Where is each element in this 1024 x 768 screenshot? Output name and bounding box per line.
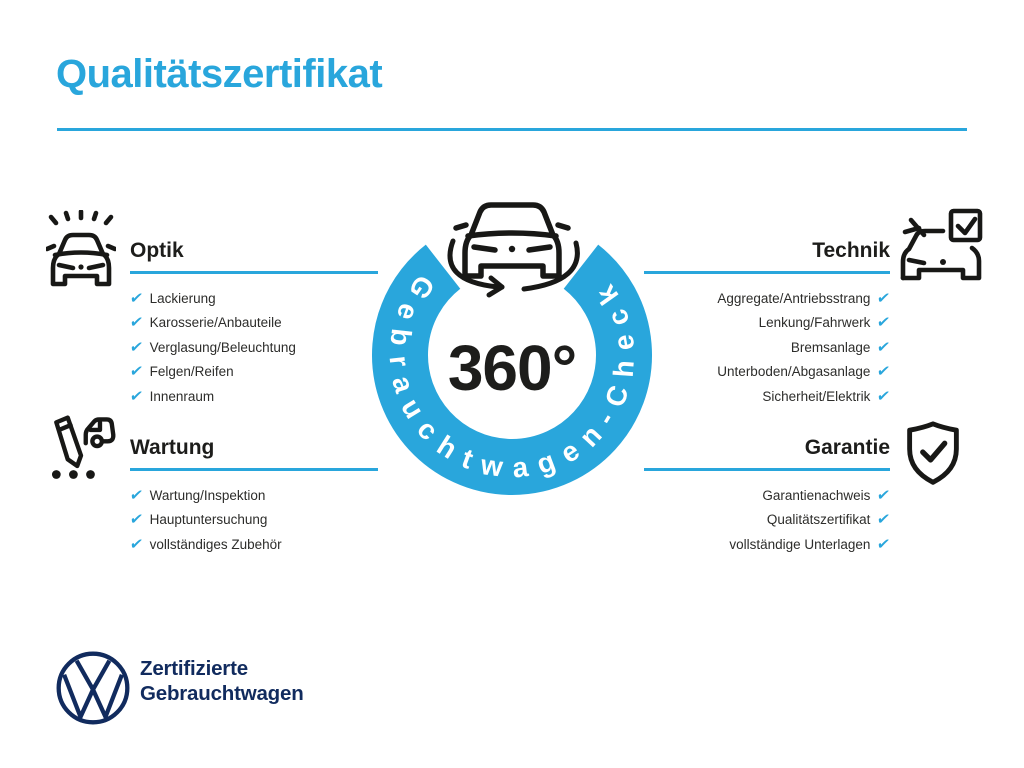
check-icon: ✔ [875, 511, 892, 529]
check-item-label: Bremsanlage [790, 339, 871, 355]
service-record-icon [51, 415, 116, 479]
check-icon: ✔ [128, 511, 145, 529]
section-technik: Technik ✔ Aggregate/Antriebsstrang ✔ Lenkun… [644, 238, 892, 409]
check-icon: ✔ [875, 535, 892, 553]
check-item: ✔ Hauptuntersuchung [128, 508, 378, 533]
badge-ring [372, 244, 652, 495]
section-title-optik: Optik [130, 239, 184, 262]
checklist-garantie: ✔ Garantienachweis ✔ Qualitätszertifikat ✔ vo… [644, 483, 892, 557]
checklist-technik: ✔ Aggregate/Antriebsstrang ✔ Lenkung/Fahrwe… [644, 286, 892, 409]
check-item-label: Wartung/Inspektion [149, 487, 266, 503]
section-title-wartung: Wartung [130, 436, 215, 459]
check-item: ✔ Unterboden/Abgasanlage [644, 360, 892, 385]
car-checkbox-icon [900, 208, 983, 281]
shield-check-icon [907, 421, 959, 485]
check-item: ✔ Innenraum [128, 384, 378, 409]
check-icon: ✔ [128, 338, 145, 356]
check-item-label: Hauptuntersuchung [149, 512, 268, 528]
check-icon: ✔ [875, 289, 892, 307]
section-title-technik: Technik [812, 239, 890, 262]
section-rule [130, 271, 378, 274]
check-item: ✔ Garantienachweis [644, 483, 892, 508]
check-item-label: Garantienachweis [762, 487, 871, 503]
badge-value: 360° [448, 332, 576, 404]
checklist-wartung: ✔ Wartung/Inspektion ✔ Hauptuntersuchung ✔ vo… [128, 483, 378, 557]
check-icon: ✔ [128, 314, 145, 332]
360-check-badge: Gebrauchtwagen-Check 360° [372, 202, 652, 495]
check-item-label: Lenkung/Fahrwerk [758, 315, 871, 331]
check-item: ✔ Karosserie/Anbauteile [128, 311, 378, 336]
rotating-car-icon [447, 202, 580, 298]
section-garantie: Garantie ✔ Garantienachweis ✔ Qualitätszert… [644, 435, 892, 557]
section-rule [644, 468, 890, 471]
check-item-label: Unterboden/Abgasanlage [717, 364, 871, 380]
check-item: ✔ Wartung/Inspektion [128, 483, 378, 508]
page-title: Qualitätszertifikat [56, 52, 383, 96]
check-item-label: Sicherheit/Elektrik [762, 388, 871, 404]
check-icon: ✔ [875, 314, 892, 332]
check-item: ✔ vollständiges Zubehör [128, 532, 378, 557]
check-icon: ✔ [128, 289, 145, 307]
footer-claim-line2: Gebrauchtwagen [140, 681, 304, 705]
check-icon: ✔ [128, 387, 145, 405]
check-item: ✔ Sicherheit/Elektrik [644, 384, 892, 409]
shiny-car-icon [46, 210, 116, 287]
check-item: ✔ Lenkung/Fahrwerk [644, 311, 892, 336]
check-item-label: Verglasung/Beleuchtung [149, 339, 296, 355]
check-icon: ✔ [875, 387, 892, 405]
footer-claim-line1: Zertifizierte [140, 657, 248, 680]
check-item: ✔ Qualitätszertifikat [644, 508, 892, 533]
check-icon: ✔ [875, 486, 892, 504]
check-item: ✔ Felgen/Reifen [128, 360, 378, 385]
check-item-label: Lackierung [149, 290, 216, 306]
check-item-label: vollständiges Zubehör [149, 536, 282, 552]
check-icon: ✔ [875, 363, 892, 381]
check-item-label: Aggregate/Antriebsstrang [717, 290, 871, 306]
section-wartung: Wartung ✔ Wartung/Inspektion ✔ Hauptuntersu… [128, 435, 378, 557]
check-item: ✔ Bremsanlage [644, 335, 892, 360]
check-icon: ✔ [128, 535, 145, 553]
section-rule [130, 468, 378, 471]
check-item-label: Innenraum [149, 388, 215, 404]
section-optik: Optik ✔ Lackierung ✔ Karosserie/Anbauteile ✔… [128, 238, 378, 409]
vw-logo [56, 651, 130, 725]
check-item-label: Felgen/Reifen [149, 364, 234, 380]
check-icon: ✔ [128, 486, 145, 504]
check-item-label: Qualitätszertifikat [766, 512, 871, 528]
check-icon: ✔ [875, 338, 892, 356]
check-icon: ✔ [128, 363, 145, 381]
check-item: ✔ Lackierung [128, 286, 378, 311]
checklist-optik: ✔ Lackierung ✔ Karosserie/Anbauteile ✔ Vergla… [128, 286, 378, 409]
check-item-label: vollständige Unterlagen [729, 536, 871, 552]
check-item: ✔ Verglasung/Beleuchtung [128, 335, 378, 360]
section-rule [644, 271, 890, 274]
section-title-garantie: Garantie [804, 436, 890, 459]
check-item-label: Karosserie/Anbauteile [149, 315, 282, 331]
check-item: ✔ vollständige Unterlagen [644, 532, 892, 557]
check-item: ✔ Aggregate/Antriebsstrang [644, 286, 892, 311]
footer-claim: Zertifizierte Gebrauchtwagen [140, 657, 304, 706]
header-divider [57, 128, 967, 131]
